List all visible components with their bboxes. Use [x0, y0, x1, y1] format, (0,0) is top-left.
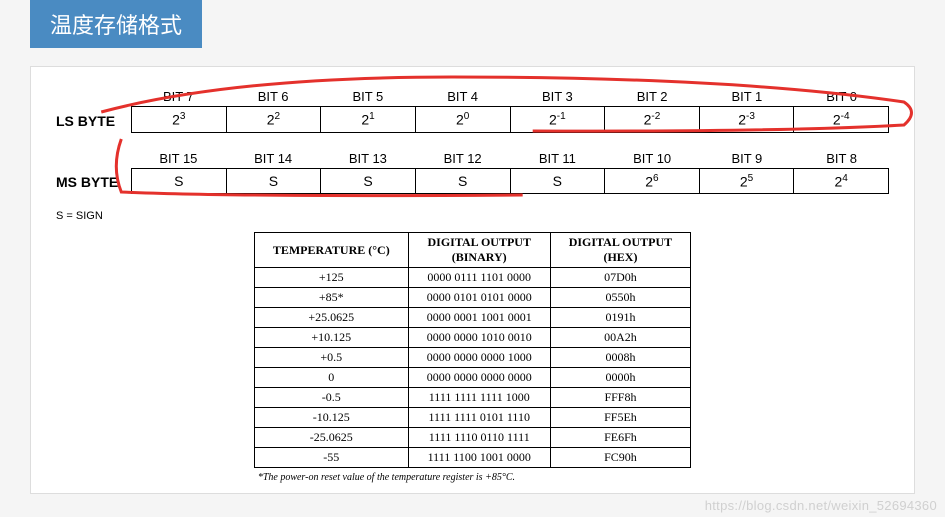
table-cell: 00A2h: [550, 328, 690, 348]
table-cell: FF5Eh: [550, 408, 690, 428]
page-title: 温度存储格式: [50, 13, 182, 38]
table-cell: 0000h: [550, 368, 690, 388]
table-header-row: TEMPERATURE (°C)DIGITAL OUTPUT(BINARY)DI…: [254, 233, 690, 268]
table-cell: 1111 1111 1111 1000: [408, 388, 550, 408]
table-cell: 0191h: [550, 308, 690, 328]
table-cell: 0000 0111 1101 0000: [408, 268, 550, 288]
bit-value-cell: 24: [794, 168, 889, 195]
table-cell: FE6Fh: [550, 428, 690, 448]
table-row: +0.50000 0000 0000 10000008h: [254, 348, 690, 368]
table-cell: +10.125: [254, 328, 408, 348]
table-header-cell: DIGITAL OUTPUT(BINARY): [408, 233, 550, 268]
table-row: +1250000 0111 1101 000007D0h: [254, 268, 690, 288]
bit-header-cell: BIT 4: [415, 87, 510, 106]
bit-header-cell: BIT 5: [321, 87, 416, 106]
title-bar: 温度存储格式: [30, 0, 202, 48]
table-cell: 0000 0000 1010 0010: [408, 328, 550, 348]
table-cell: 0000 0101 0101 0000: [408, 288, 550, 308]
table-row: -551111 1100 1001 0000FC90h: [254, 448, 690, 468]
bit-value-cell: S: [416, 168, 511, 195]
table-cell: 0000 0000 0000 1000: [408, 348, 550, 368]
bit-header-cell: BIT 13: [321, 149, 416, 168]
table-cell: 1111 1110 0110 1111: [408, 428, 550, 448]
table-row: +25.06250000 0001 1001 00010191h: [254, 308, 690, 328]
table-cell: 0: [254, 368, 408, 388]
conversion-table: TEMPERATURE (°C)DIGITAL OUTPUT(BINARY)DI…: [254, 232, 691, 468]
bit-value-cell: S: [321, 168, 416, 195]
content-panel: LS BYTE BIT 7BIT 6BIT 5BIT 4BIT 3BIT 2BI…: [30, 66, 915, 494]
ms-byte-label: MS BYTE: [56, 174, 131, 194]
table-footnote: *The power-on reset value of the tempera…: [254, 472, 691, 483]
bit-header-cell: BIT 3: [510, 87, 605, 106]
bit-header-cell: BIT 8: [794, 149, 889, 168]
table-row: -25.06251111 1110 0110 1111FE6Fh: [254, 428, 690, 448]
ls-bit-headers: BIT 7BIT 6BIT 5BIT 4BIT 3BIT 2BIT 1BIT 0: [131, 87, 889, 106]
bit-header-cell: BIT 7: [131, 87, 226, 106]
table-cell: -55: [254, 448, 408, 468]
ms-bit-values: SSSSS262524: [131, 168, 889, 195]
table-body: +1250000 0111 1101 000007D0h+85*0000 010…: [254, 268, 690, 468]
bit-header-cell: BIT 12: [415, 149, 510, 168]
table-header-cell: TEMPERATURE (°C): [254, 233, 408, 268]
bit-header-cell: BIT 15: [131, 149, 226, 168]
table-cell: 1111 1111 0101 1110: [408, 408, 550, 428]
table-row: +85*0000 0101 0101 00000550h: [254, 288, 690, 308]
table-cell: 07D0h: [550, 268, 690, 288]
bit-value-cell: 20: [416, 106, 511, 133]
table-cell: 1111 1100 1001 0000: [408, 448, 550, 468]
bit-value-cell: 2-1: [511, 106, 606, 133]
table-header-cell: DIGITAL OUTPUT(HEX): [550, 233, 690, 268]
table-cell: 0000 0000 0000 0000: [408, 368, 550, 388]
bit-value-cell: 25: [700, 168, 795, 195]
ms-byte-section: MS BYTE BIT 15BIT 14BIT 13BIT 12BIT 11BI…: [56, 149, 889, 195]
table-cell: -25.0625: [254, 428, 408, 448]
bit-header-cell: BIT 11: [510, 149, 605, 168]
table-cell: 0000 0001 1001 0001: [408, 308, 550, 328]
bit-header-cell: BIT 10: [605, 149, 700, 168]
bit-header-cell: BIT 6: [226, 87, 321, 106]
table-cell: 0550h: [550, 288, 690, 308]
table-row: -0.51111 1111 1111 1000FFF8h: [254, 388, 690, 408]
ls-bit-grid: BIT 7BIT 6BIT 5BIT 4BIT 3BIT 2BIT 1BIT 0…: [131, 87, 889, 133]
ms-bit-grid: BIT 15BIT 14BIT 13BIT 12BIT 11BIT 10BIT …: [131, 149, 889, 195]
table-cell: +0.5: [254, 348, 408, 368]
bit-header-cell: BIT 9: [700, 149, 795, 168]
table-row: -10.1251111 1111 0101 1110FF5Eh: [254, 408, 690, 428]
bit-value-cell: 2-2: [605, 106, 700, 133]
conversion-table-wrap: TEMPERATURE (°C)DIGITAL OUTPUT(BINARY)DI…: [56, 232, 889, 483]
sign-note: S = SIGN: [56, 210, 889, 222]
bit-header-cell: BIT 1: [700, 87, 795, 106]
ls-bit-values: 232221202-12-22-32-4: [131, 106, 889, 133]
bit-value-cell: 21: [321, 106, 416, 133]
bit-value-cell: 2-3: [700, 106, 795, 133]
bit-value-cell: 22: [227, 106, 322, 133]
table-row: 00000 0000 0000 00000000h: [254, 368, 690, 388]
bit-header-cell: BIT 14: [226, 149, 321, 168]
watermark: https://blog.csdn.net/weixin_52694360: [705, 498, 937, 513]
ls-byte-section: LS BYTE BIT 7BIT 6BIT 5BIT 4BIT 3BIT 2BI…: [56, 87, 889, 133]
table-cell: -10.125: [254, 408, 408, 428]
bit-value-cell: S: [227, 168, 322, 195]
bit-header-cell: BIT 2: [605, 87, 700, 106]
ls-byte-label: LS BYTE: [56, 113, 131, 133]
bit-value-cell: 23: [131, 106, 227, 133]
table-cell: +25.0625: [254, 308, 408, 328]
bit-value-cell: S: [131, 168, 227, 195]
bit-value-cell: 26: [605, 168, 700, 195]
ms-bit-headers: BIT 15BIT 14BIT 13BIT 12BIT 11BIT 10BIT …: [131, 149, 889, 168]
table-cell: FFF8h: [550, 388, 690, 408]
bit-header-cell: BIT 0: [794, 87, 889, 106]
bit-value-cell: S: [511, 168, 606, 195]
table-cell: FC90h: [550, 448, 690, 468]
table-cell: +125: [254, 268, 408, 288]
table-cell: -0.5: [254, 388, 408, 408]
table-row: +10.1250000 0000 1010 001000A2h: [254, 328, 690, 348]
bit-value-cell: 2-4: [794, 106, 889, 133]
table-cell: +85*: [254, 288, 408, 308]
table-cell: 0008h: [550, 348, 690, 368]
